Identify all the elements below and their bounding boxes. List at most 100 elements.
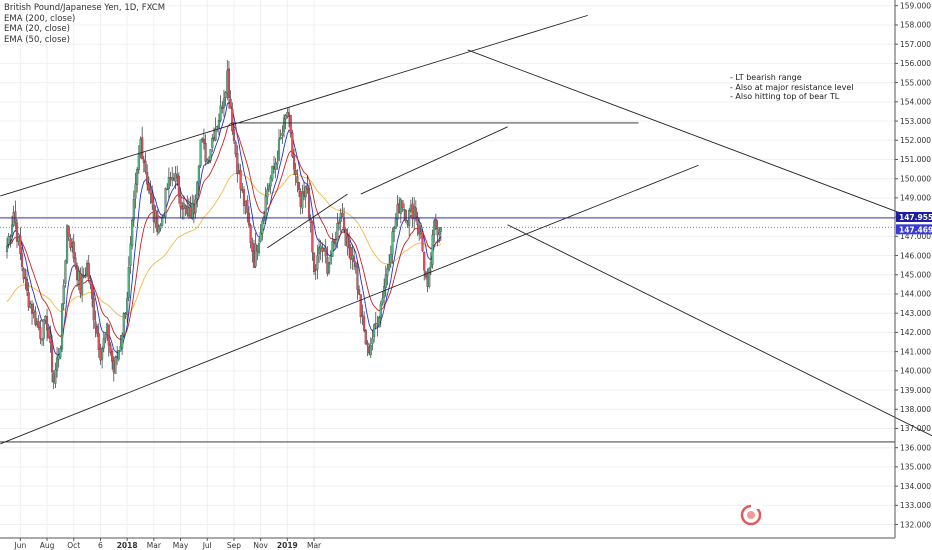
candle-body [104,334,107,339]
candle-body [277,139,281,161]
candle-body [177,176,180,197]
bear-tl-upper[interactable] [467,49,922,222]
candle-body [194,199,197,213]
price-tick-label: 137.000 [900,424,931,433]
candle-body [219,105,222,121]
candle-body [167,177,170,189]
candle-body [239,169,242,190]
candle-body [164,188,167,217]
candle-body [369,344,372,356]
candle-body [97,333,100,351]
candles [5,59,442,390]
candle-body [269,177,272,187]
candle-body [301,193,304,209]
candle-body [122,313,125,335]
candle-body [383,286,386,298]
candle-body [271,165,274,180]
candle-body [61,303,64,350]
candle-body [306,185,309,190]
candle-body [267,185,271,190]
chart-note[interactable]: - LT bearish range - Also at major resis… [730,73,854,102]
legend-title[interactable]: British Pound/Japanese Yen, 1D, FXCM [4,3,166,13]
candle-body [373,324,376,338]
note-line: - LT bearish range [730,73,802,82]
price-tag-box [896,211,932,222]
short-channel-lower[interactable] [267,193,348,249]
candle-body [359,294,362,318]
time-tick-label: Oct [67,541,80,550]
short-channel-upper[interactable] [360,126,508,195]
candle-body [30,304,34,314]
last-price-tag: 147.469 [896,224,932,235]
candle-body [221,106,224,109]
legend-ema-20[interactable]: EMA (20, close) [4,24,70,34]
channel-upper[interactable] [0,14,588,197]
candle-body [54,369,57,384]
candle-body [403,209,406,211]
candle-body [204,143,207,162]
candle-body [14,211,17,223]
candle-body [34,311,37,325]
time-axis[interactable]: Jun Aug Oct 6 2018 Mar May Jul Sep Nov 2019 Mar [0,537,895,550]
price-tick-label: 140.000 [900,367,931,376]
candle-body [27,292,30,308]
time-tick-label: Jun [13,541,26,550]
candle-body [114,356,117,374]
candle-body [127,267,130,298]
candle-body [358,289,361,295]
legend-ema-50[interactable]: EMA (50, close) [4,34,70,45]
chart-legend: British Pound/Japanese Yen, 1D, FXCM EMA… [4,3,165,45]
candle-body [304,186,307,198]
candle-body [354,262,357,268]
candle-body [264,195,267,219]
legend-ema-200[interactable]: EMA (200, close) [4,13,76,24]
time-tick-label: 2019 [277,541,298,550]
candle-body [211,137,214,148]
price-tick-label: 143.000 [900,309,931,318]
candle-body [229,98,232,109]
time-tick-label: Sep [227,541,241,550]
time-tick-label: Nov [253,541,268,550]
price-tick-label: 157.000 [900,40,931,49]
candle-body [353,256,356,262]
candle-body [393,227,396,232]
price-tick-label: 158.000 [900,21,931,30]
candle-body [126,298,129,316]
price-tick-label: 138.000 [900,405,931,414]
candle-body [274,163,277,170]
candle-body [279,137,282,140]
candle-body [254,243,257,267]
price-axis[interactable]: 132.000 133.000 134.000 135.000 136.000 137.0… [894,0,931,538]
candle-body [391,231,394,255]
candle-body [214,128,217,141]
candle-body [64,260,67,284]
channel-lower[interactable] [0,164,699,445]
candle-body [314,269,317,271]
candle-body [20,253,24,268]
candle-body [25,279,29,292]
candle-body [109,344,112,353]
price-tick-label: 147.000 [900,232,931,241]
candle-body [9,235,12,237]
candle-body [336,223,339,243]
candle-body [107,324,110,346]
candle-body [311,221,314,253]
time-tick-label: 2018 [117,541,138,550]
price-tick-label: 156.000 [900,59,931,68]
candle-body [328,262,331,273]
candle-body [119,346,122,352]
candle-body [361,314,364,316]
trendlines [0,14,932,445]
bear-tl-lower[interactable] [507,224,932,444]
price-tick-label: 145.000 [900,270,931,279]
candle-body [207,160,210,162]
candle-body [7,235,10,245]
candle-body [343,218,346,231]
candle-body [197,166,200,184]
candle-body [62,285,65,305]
candle-body [144,160,147,172]
candle-body [249,225,252,243]
candle-body [428,268,431,287]
candle-body [276,161,279,165]
